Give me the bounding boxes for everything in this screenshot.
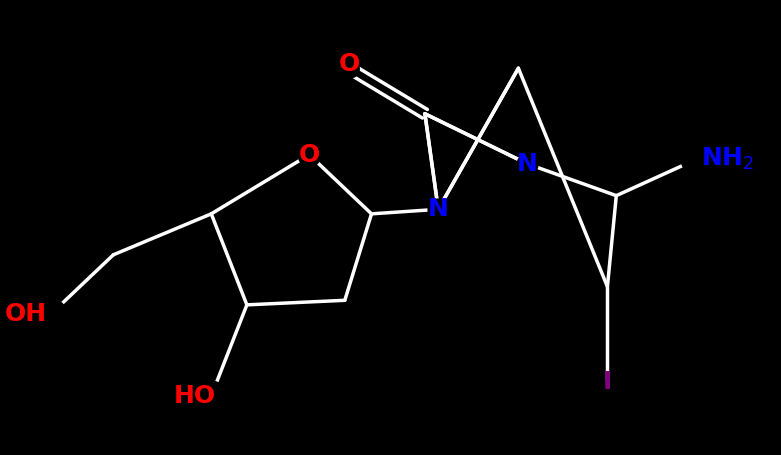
Text: N: N <box>517 152 538 176</box>
Text: NH$_2$: NH$_2$ <box>701 146 754 172</box>
Text: I: I <box>603 370 612 394</box>
Text: O: O <box>298 143 319 167</box>
Text: N: N <box>428 197 449 221</box>
Text: HO: HO <box>173 384 216 408</box>
Text: O: O <box>339 52 360 76</box>
Text: OH: OH <box>5 302 47 326</box>
